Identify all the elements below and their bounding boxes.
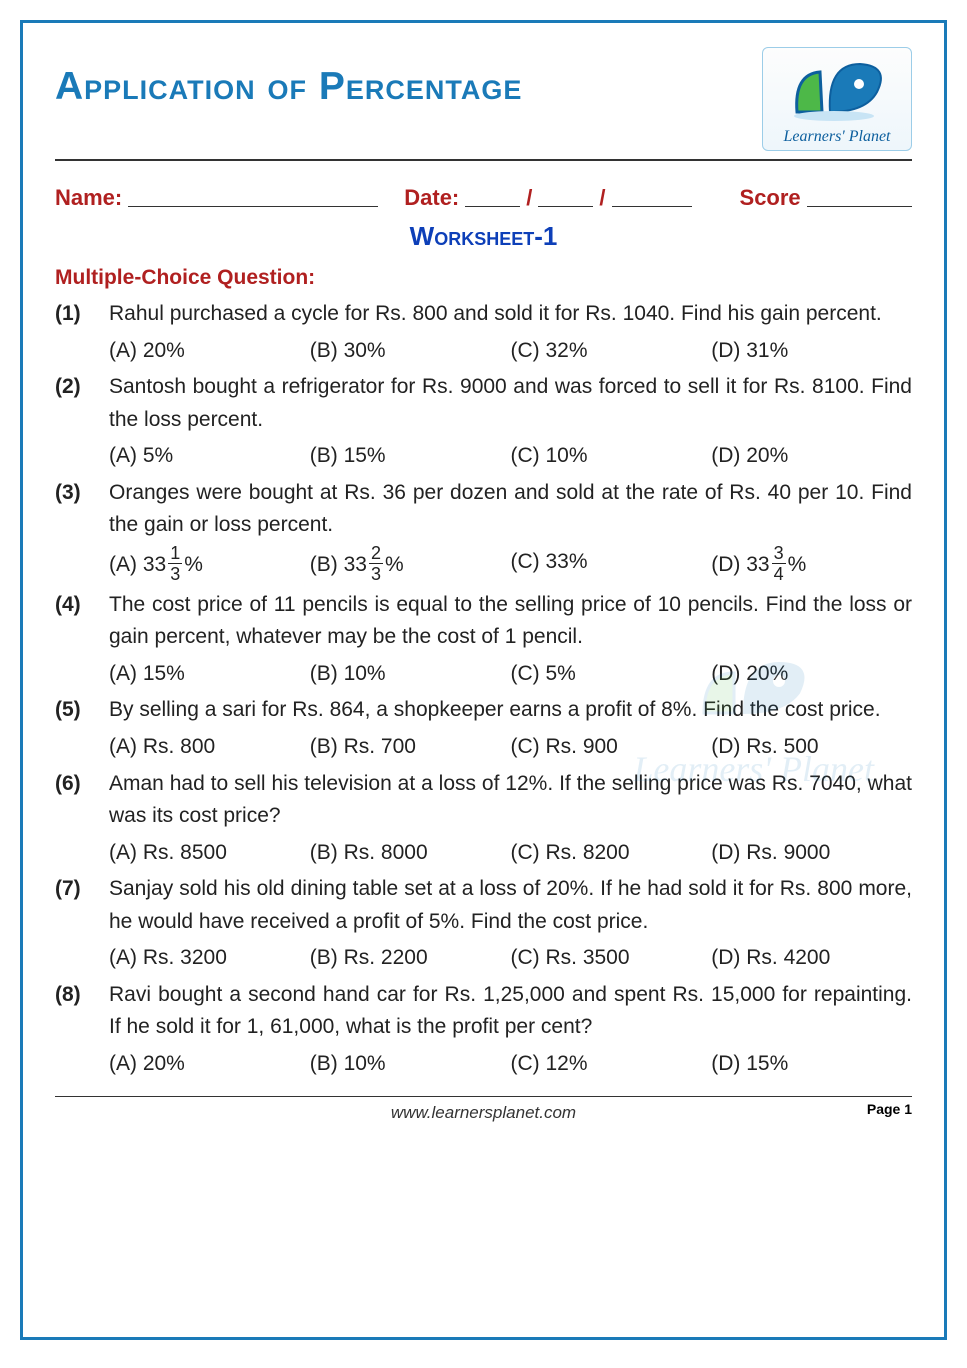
fraction: 34 bbox=[772, 544, 786, 583]
option[interactable]: (A) Rs. 800 bbox=[109, 731, 310, 764]
question-text: Ravi bought a second hand car for Rs. 1,… bbox=[109, 979, 912, 1044]
header: Application of Percentage Learners' Plan… bbox=[55, 47, 912, 161]
section-heading: Multiple-Choice Question: bbox=[55, 266, 912, 290]
name-blank[interactable] bbox=[128, 185, 378, 207]
question: (5)By selling a sari for Rs. 864, a shop… bbox=[55, 694, 912, 763]
question-text: The cost price of 11 pencils is equal to… bbox=[109, 589, 912, 654]
date-label: Date: bbox=[404, 185, 459, 211]
footer: Page 1 www.learnersplanet.com bbox=[55, 1096, 912, 1123]
date-sep-2: / bbox=[599, 185, 605, 211]
option[interactable]: (D) Rs. 4200 bbox=[711, 942, 912, 975]
question-body: The cost price of 11 pencils is equal to… bbox=[109, 589, 912, 691]
question-number: (6) bbox=[55, 768, 109, 870]
score-label: Score bbox=[740, 185, 801, 211]
question-body: Santosh bought a refrigerator for Rs. 90… bbox=[109, 371, 912, 473]
option[interactable]: (C) Rs. 900 bbox=[511, 731, 712, 764]
question: (8)Ravi bought a second hand car for Rs.… bbox=[55, 979, 912, 1081]
option[interactable]: (D) 20% bbox=[711, 658, 912, 691]
options-row: (A) 3313%(B) 3323%(C) 33%(D) 3334% bbox=[109, 546, 912, 585]
option[interactable]: (B) Rs. 2200 bbox=[310, 942, 511, 975]
option[interactable]: (D) 3334% bbox=[711, 546, 912, 585]
question-body: Aman had to sell his television at a los… bbox=[109, 768, 912, 870]
options-row: (A) Rs. 8500(B) Rs. 8000(C) Rs. 8200(D) … bbox=[109, 837, 912, 870]
question: (1)Rahul purchased a cycle for Rs. 800 a… bbox=[55, 298, 912, 367]
question-number: (8) bbox=[55, 979, 109, 1081]
option[interactable]: (A) Rs. 8500 bbox=[109, 837, 310, 870]
options-row: (A) Rs. 800(B) Rs. 700(C) Rs. 900(D) Rs.… bbox=[109, 731, 912, 764]
date-blank-2[interactable] bbox=[538, 185, 593, 207]
question-number: (7) bbox=[55, 873, 109, 975]
option[interactable]: (B) 10% bbox=[310, 658, 511, 691]
question-body: Sanjay sold his old dining table set at … bbox=[109, 873, 912, 975]
logo-icon bbox=[782, 54, 892, 126]
question-number: (4) bbox=[55, 589, 109, 691]
questions-list: (1)Rahul purchased a cycle for Rs. 800 a… bbox=[55, 298, 912, 1080]
option[interactable]: (C) Rs. 3500 bbox=[511, 942, 712, 975]
date-sep-1: / bbox=[526, 185, 532, 211]
option[interactable]: (C) Rs. 8200 bbox=[511, 837, 712, 870]
option[interactable]: (A) 3313% bbox=[109, 546, 310, 585]
option[interactable]: (A) 20% bbox=[109, 1048, 310, 1081]
worksheet-page: Learners' Planet Application of Percenta… bbox=[20, 20, 947, 1340]
question-number: (2) bbox=[55, 371, 109, 473]
fraction: 13 bbox=[168, 544, 182, 583]
option[interactable]: (B) 10% bbox=[310, 1048, 511, 1081]
option[interactable]: (D) 20% bbox=[711, 440, 912, 473]
date-blank-1[interactable] bbox=[465, 185, 520, 207]
question-number: (5) bbox=[55, 694, 109, 763]
options-row: (A) 20%(B) 10%(C) 12%(D) 15% bbox=[109, 1048, 912, 1081]
worksheet-title: Worksheet-1 bbox=[55, 221, 912, 252]
logo: Learners' Planet bbox=[762, 47, 912, 151]
fraction: 23 bbox=[369, 544, 383, 583]
question-body: Ravi bought a second hand car for Rs. 1,… bbox=[109, 979, 912, 1081]
question: (2)Santosh bought a refrigerator for Rs.… bbox=[55, 371, 912, 473]
options-row: (A) Rs. 3200(B) Rs. 2200(C) Rs. 3500(D) … bbox=[109, 942, 912, 975]
option[interactable]: (D) 31% bbox=[711, 335, 912, 368]
option[interactable]: (A) 15% bbox=[109, 658, 310, 691]
question: (7)Sanjay sold his old dining table set … bbox=[55, 873, 912, 975]
option[interactable]: (B) Rs. 8000 bbox=[310, 837, 511, 870]
question-text: Aman had to sell his television at a los… bbox=[109, 768, 912, 833]
question: (3)Oranges were bought at Rs. 36 per doz… bbox=[55, 477, 912, 585]
date-blank-3[interactable] bbox=[612, 185, 692, 207]
option[interactable]: (A) 20% bbox=[109, 335, 310, 368]
question-text: Rahul purchased a cycle for Rs. 800 and … bbox=[109, 298, 912, 331]
question-text: Oranges were bought at Rs. 36 per dozen … bbox=[109, 477, 912, 542]
name-label: Name: bbox=[55, 185, 122, 211]
option[interactable]: (A) 5% bbox=[109, 440, 310, 473]
options-row: (A) 20%(B) 30%(C) 32%(D) 31% bbox=[109, 335, 912, 368]
page-title: Application of Percentage bbox=[55, 47, 522, 109]
options-row: (A) 5%(B) 15%(C) 10%(D) 20% bbox=[109, 440, 912, 473]
question-number: (3) bbox=[55, 477, 109, 585]
question-body: Oranges were bought at Rs. 36 per dozen … bbox=[109, 477, 912, 585]
logo-text: Learners' Planet bbox=[773, 128, 901, 146]
question: (6)Aman had to sell his television at a … bbox=[55, 768, 912, 870]
option[interactable]: (B) 15% bbox=[310, 440, 511, 473]
option[interactable]: (D) Rs. 500 bbox=[711, 731, 912, 764]
option[interactable]: (C) 33% bbox=[511, 546, 712, 585]
option[interactable]: (B) Rs. 700 bbox=[310, 731, 511, 764]
option[interactable]: (D) Rs. 9000 bbox=[711, 837, 912, 870]
page-number: Page 1 bbox=[867, 1101, 912, 1117]
question-number: (1) bbox=[55, 298, 109, 367]
option[interactable]: (C) 12% bbox=[511, 1048, 712, 1081]
question-body: By selling a sari for Rs. 864, a shopkee… bbox=[109, 694, 912, 763]
option[interactable]: (A) Rs. 3200 bbox=[109, 942, 310, 975]
options-row: (A) 15%(B) 10%(C) 5%(D) 20% bbox=[109, 658, 912, 691]
option[interactable]: (C) 5% bbox=[511, 658, 712, 691]
question: (4)The cost price of 11 pencils is equal… bbox=[55, 589, 912, 691]
question-text: By selling a sari for Rs. 864, a shopkee… bbox=[109, 694, 912, 727]
option[interactable]: (B) 3323% bbox=[310, 546, 511, 585]
question-text: Santosh bought a refrigerator for Rs. 90… bbox=[109, 371, 912, 436]
footer-url: www.learnersplanet.com bbox=[55, 1103, 912, 1123]
option[interactable]: (C) 32% bbox=[511, 335, 712, 368]
question-text: Sanjay sold his old dining table set at … bbox=[109, 873, 912, 938]
score-blank[interactable] bbox=[807, 185, 912, 207]
option[interactable]: (D) 15% bbox=[711, 1048, 912, 1081]
option[interactable]: (C) 10% bbox=[511, 440, 712, 473]
option[interactable]: (B) 30% bbox=[310, 335, 511, 368]
question-body: Rahul purchased a cycle for Rs. 800 and … bbox=[109, 298, 912, 367]
info-row: Name: Date: / / Score bbox=[55, 185, 912, 211]
